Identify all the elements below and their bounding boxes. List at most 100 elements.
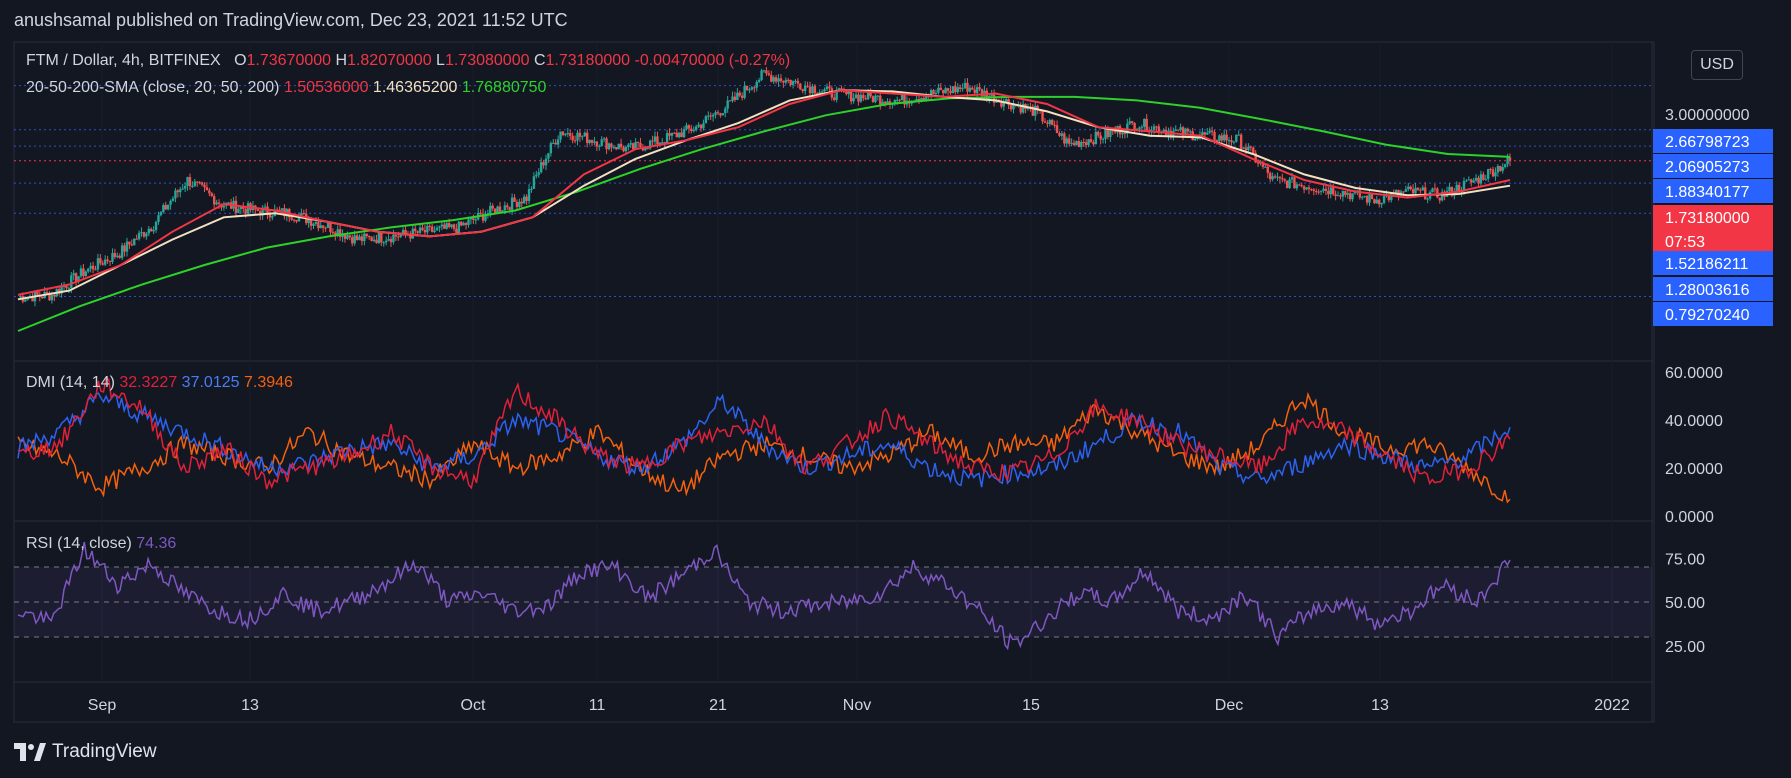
candle-body: [554, 142, 557, 145]
candle-body: [1143, 118, 1146, 127]
price-level-text: 2.06905273: [1665, 159, 1750, 176]
candle-body: [675, 132, 679, 138]
symbol-label[interactable]: FTM / Dollar, 4h, BITFINEX: [26, 52, 221, 69]
candle-body: [619, 143, 623, 148]
candle-body: [1276, 176, 1279, 178]
candle-body: [634, 141, 637, 150]
candle-body: [1467, 179, 1471, 181]
candle-body: [799, 83, 802, 90]
candle-body: [518, 201, 521, 207]
candle-body: [455, 228, 458, 233]
candle-body: [1315, 191, 1318, 193]
candle-body: [1053, 124, 1056, 126]
candle-body: [212, 196, 216, 205]
price-level-text: 0.79270240: [1665, 307, 1750, 324]
candle-body: [128, 241, 131, 245]
candle-body: [1201, 132, 1204, 135]
candle-body: [319, 225, 322, 229]
candle-body: [1351, 193, 1354, 200]
candle-body: [576, 132, 579, 141]
candle-body: [791, 81, 795, 85]
candle-body: [457, 221, 461, 233]
candle-body: [440, 224, 444, 227]
candle-body: [719, 113, 722, 116]
candle-body: [741, 95, 744, 98]
candle-body: [77, 276, 80, 282]
rsi-label[interactable]: RSI (14, close): [26, 535, 132, 552]
candle-body: [481, 213, 485, 221]
candle-body: [469, 217, 473, 220]
candle-body: [191, 186, 194, 188]
dmi-plus-line: [17, 377, 1511, 490]
sma20-value: 1.50536000: [283, 79, 369, 96]
candle-body: [1155, 126, 1158, 128]
candle-body: [789, 79, 792, 85]
candle-body: [975, 87, 979, 93]
candle-body: [1162, 129, 1165, 132]
brand-name[interactable]: TradingView: [52, 741, 157, 762]
candle-body: [697, 124, 700, 127]
candle-body: [753, 87, 756, 89]
high-value: 1.82070000: [347, 52, 432, 69]
candle-body: [1334, 194, 1337, 197]
currency-button[interactable]: USD: [1691, 50, 1743, 80]
candle-body: [724, 108, 727, 114]
candle-body: [728, 100, 732, 102]
candle-body: [145, 233, 148, 237]
candle-body: [423, 230, 427, 233]
price-level-text: 1.73180000: [1665, 210, 1750, 227]
candle-body: [1271, 176, 1274, 180]
candle-body: [658, 142, 662, 145]
candle-body: [94, 269, 97, 271]
candle-body: [1414, 187, 1417, 194]
candle-body: [1215, 140, 1219, 142]
candle-body: [1249, 146, 1253, 148]
candle-body: [464, 223, 468, 225]
x-tick-label: Dec: [1215, 697, 1243, 714]
candle-body: [280, 208, 284, 211]
dmi-label[interactable]: DMI (14, 14): [26, 374, 115, 391]
candle-body: [777, 78, 780, 82]
candle-body: [670, 132, 674, 136]
candle-body: [317, 222, 320, 229]
candle-body: [343, 234, 347, 239]
candle-body: [1426, 198, 1429, 200]
candle-body: [443, 224, 446, 229]
candle-body: [828, 86, 831, 89]
candle-body: [1482, 174, 1485, 180]
candle-body: [1419, 189, 1422, 191]
rsi-axis-tick: 25.00: [1665, 639, 1705, 656]
candle-body: [552, 142, 555, 144]
candle-body: [1021, 103, 1025, 113]
candle-body: [564, 133, 567, 136]
candle-body: [387, 239, 390, 241]
sma-label[interactable]: 20-50-200-SMA (close, 20, 50, 200): [26, 79, 280, 96]
candle-body: [711, 114, 715, 117]
candle-body: [1075, 141, 1078, 146]
candle-body: [1189, 131, 1192, 133]
candle-body: [1424, 187, 1427, 200]
candle-body: [397, 236, 400, 238]
candle-body: [268, 214, 272, 218]
candle-body: [956, 87, 959, 93]
candle-body: [353, 235, 356, 244]
candle-body: [1239, 134, 1243, 149]
candle-body: [91, 265, 95, 270]
candle-body: [1206, 132, 1209, 135]
rsi-value: 74.36: [136, 535, 177, 552]
candle-body: [879, 95, 882, 105]
candle-body: [411, 228, 414, 239]
candle-body: [588, 139, 591, 144]
candle-body: [1208, 130, 1211, 133]
close-value: 1.73180000: [545, 52, 631, 69]
candle-body: [1331, 187, 1335, 195]
candle-body: [1264, 166, 1267, 168]
candle-body: [1394, 190, 1398, 193]
candle-body: [1295, 184, 1299, 189]
candle-body: [169, 200, 172, 205]
candle-body: [1283, 179, 1286, 181]
candle-body: [389, 239, 393, 243]
candle-body: [963, 82, 967, 89]
candle-body: [498, 206, 502, 212]
